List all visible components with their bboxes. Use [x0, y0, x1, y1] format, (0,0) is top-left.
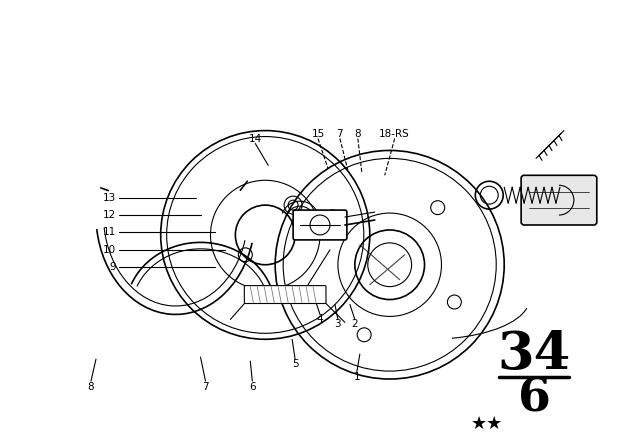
- Text: 15: 15: [312, 129, 324, 138]
- Text: 13: 13: [102, 193, 116, 203]
- FancyBboxPatch shape: [244, 286, 326, 303]
- FancyBboxPatch shape: [293, 210, 347, 240]
- Text: 9: 9: [109, 262, 116, 272]
- Text: 8: 8: [355, 129, 361, 138]
- Text: 7: 7: [202, 382, 209, 392]
- Text: 4: 4: [317, 314, 323, 324]
- Text: 18-RS: 18-RS: [380, 129, 410, 138]
- Text: 12: 12: [102, 210, 116, 220]
- Text: 6: 6: [518, 376, 550, 422]
- Text: 6: 6: [249, 382, 255, 392]
- Text: 14: 14: [249, 134, 262, 143]
- Text: ★★: ★★: [471, 415, 504, 433]
- Text: 11: 11: [102, 227, 116, 237]
- Text: 2: 2: [351, 319, 358, 329]
- Text: 7: 7: [337, 129, 343, 138]
- Text: 5: 5: [292, 359, 298, 369]
- Text: 1: 1: [353, 372, 360, 382]
- Text: 34: 34: [497, 329, 571, 380]
- Text: 8: 8: [88, 382, 94, 392]
- FancyBboxPatch shape: [521, 175, 596, 225]
- Text: 10: 10: [103, 245, 116, 255]
- Text: 3: 3: [335, 319, 341, 329]
